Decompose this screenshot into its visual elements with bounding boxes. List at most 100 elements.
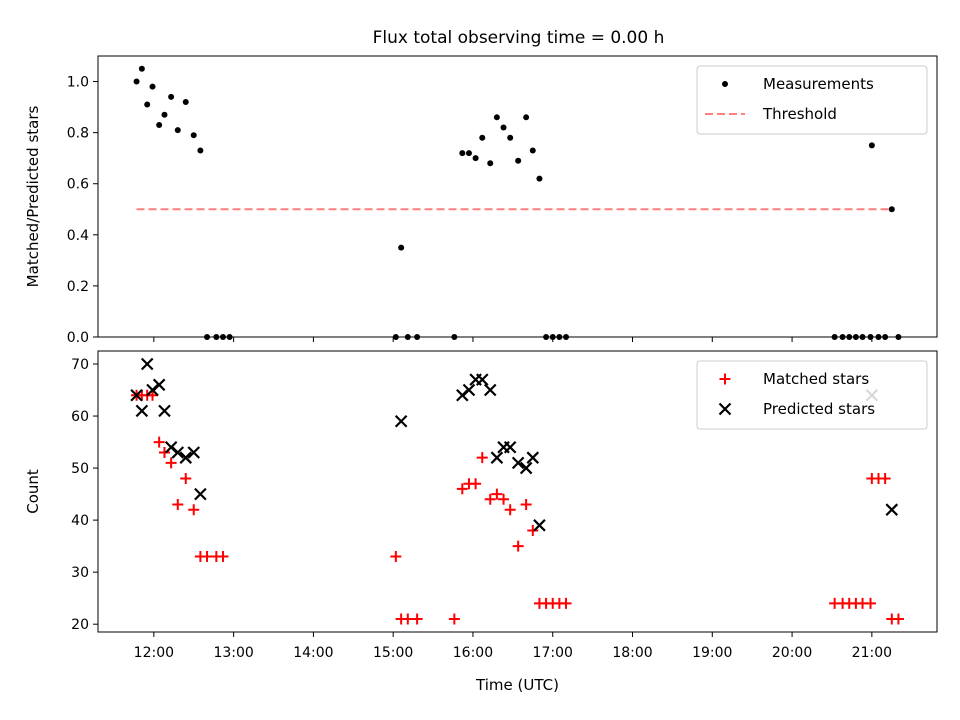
matched-star-point [180,472,192,484]
matched-star-point [217,551,229,563]
predicted-star-point [519,461,533,475]
predicted-star-point [475,373,489,386]
measurement-point [472,155,479,162]
legend-predicted-swatch [718,402,732,416]
bottom-ytick-label: 70 [71,357,89,373]
bottom-xtick-label: 16:00 [453,645,493,661]
matched-star-point [165,457,177,469]
measurement-point [549,334,556,340]
matched-star-point [448,613,460,625]
top-ytick-label: 0.0 [67,330,89,346]
measurement-point [392,334,399,340]
predicted-star-point [152,378,166,392]
bottom-ytick-label: 40 [71,513,89,529]
measurement-point [459,150,466,157]
measurement-point [543,334,550,340]
predicted-star-point [158,404,171,418]
matched-star-point [498,493,510,505]
matched-star-point [476,452,488,464]
matched-star-point [892,613,904,625]
measurement-point [226,334,233,340]
measurement-point [182,98,189,105]
legend-label: Measurements [763,75,874,93]
matched-star-point [390,551,402,563]
bottom-xtick-label: 20:00 [772,645,812,661]
measurement-point [500,124,507,131]
bottom-ylabel: Count [24,469,42,514]
measurement-point [831,334,838,340]
matched-star-point [402,613,414,625]
measurement-point [161,111,168,118]
predicted-star-point [179,451,193,464]
measurement-point [868,142,875,149]
bottom-xtick-label: 14:00 [293,645,333,661]
measurement-point [168,93,175,100]
measurement-point [138,65,145,72]
predicted-star-point [194,487,207,501]
bottom-xtick-label: 17:00 [533,645,573,661]
matched-star-point [470,478,482,490]
measurement-point [465,150,472,157]
top-legend: Measurements Threshold [696,65,928,135]
top-ytick-label: 0.2 [67,279,89,295]
predicted-star-point [394,414,408,428]
legend-measurement-swatch [722,81,728,87]
legend-label: Matched stars [763,370,869,388]
bottom-legend: Matched stars Predicted stars [696,360,928,430]
measurement-point [197,147,204,154]
measurement-point [219,334,226,340]
measurement-point [213,334,220,340]
measurement-point [852,334,859,340]
matched-star-point [491,488,503,500]
measurement-point [523,114,530,121]
bottom-ytick-label: 60 [71,409,89,425]
top-data [133,65,902,340]
measurement-point [859,334,866,340]
bottom-panel: 20 30 40 50 60 70 12:00 13:00 14:00 15:00 16:00 17:… [24,350,938,694]
measurement-point [536,175,543,182]
predicted-star-point [511,456,525,470]
measurement-point [563,334,570,340]
measurement-point [174,127,181,134]
top-ytick-label: 0.4 [67,228,89,244]
measurement-point [839,334,846,340]
bottom-legend-box [696,360,928,430]
top-ytick-label: 0.8 [67,126,89,142]
matched-star-point [153,436,165,448]
measurement-point [404,334,411,340]
matched-star-point [484,493,496,505]
predicted-star-point [187,446,201,459]
bottom-ytick-label: 30 [71,565,89,581]
predicted-star-point [171,446,185,459]
bottom-xtick-label: 13:00 [213,645,253,661]
measurement-point [451,334,458,340]
matched-star-point [456,483,468,495]
top-ytick-label: 0.6 [67,177,89,193]
measurement-point [479,134,486,141]
top-ylabel: Matched/Predicted stars [24,106,42,288]
measurement-point [507,134,514,141]
measurement-point [529,147,536,154]
matched-star-point [527,525,539,537]
matched-star-point [560,597,572,609]
measurement-point [556,334,563,340]
measurement-point [149,83,156,90]
measurement-point [144,101,151,108]
legend-label: Predicted stars [763,400,875,418]
predicted-star-point [462,383,476,397]
predicted-star-point [885,503,899,516]
measurement-point [882,334,889,340]
measurement-point [515,157,522,164]
matched-star-point [520,499,532,511]
top-axes-frame [97,55,938,338]
bottom-xtick-label: 15:00 [373,645,413,661]
measurement-point [414,334,421,340]
measurement-point [895,334,902,340]
measurement-point [156,121,163,128]
bottom-ytick-label: 20 [71,617,89,633]
predicted-star-point [533,519,546,532]
matched-star-point [201,551,213,563]
predicted-star-point [140,357,154,371]
chart-title: Flux total observing time = 0.00 h [373,28,665,48]
